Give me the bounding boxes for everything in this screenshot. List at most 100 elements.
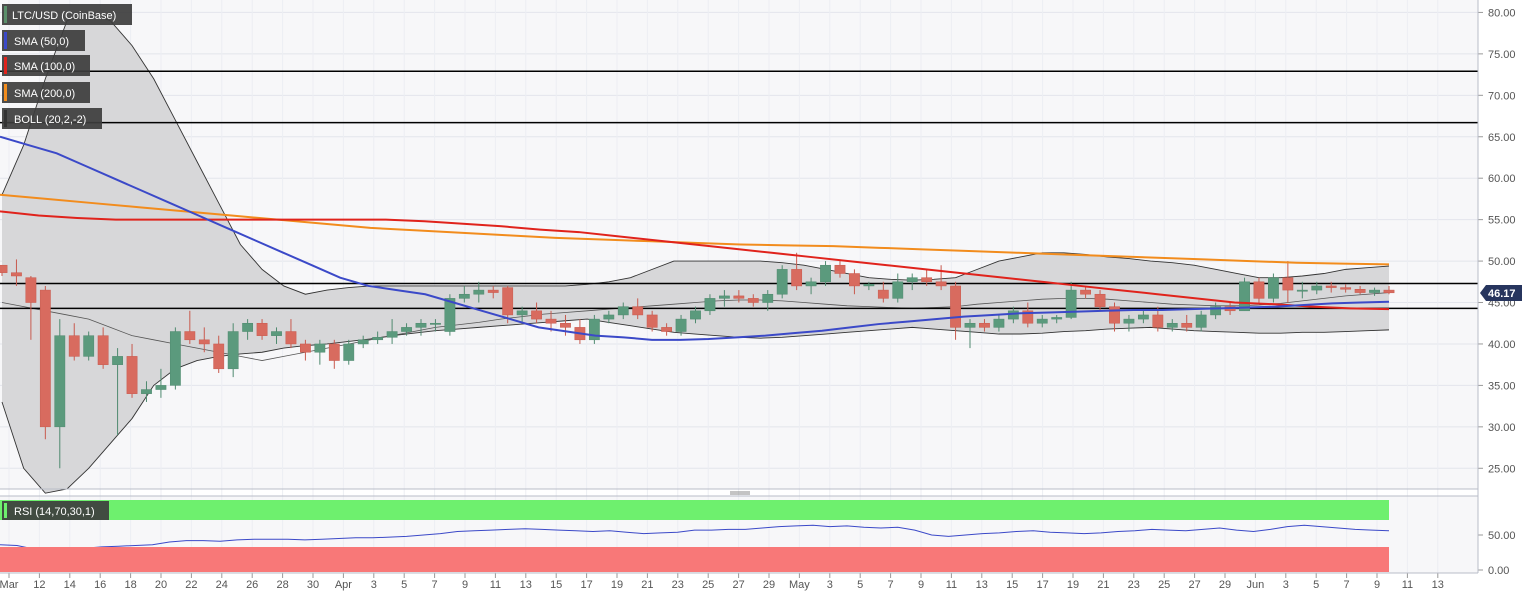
x-tick-label: 7 bbox=[1344, 579, 1350, 591]
candle-body bbox=[487, 289, 499, 293]
legend-sma50[interactable]: SMA (50,0) bbox=[2, 30, 85, 51]
candle-body bbox=[1094, 293, 1106, 307]
svg-text:BOLL (20,2,-2): BOLL (20,2,-2) bbox=[14, 114, 86, 126]
candle-body bbox=[1296, 289, 1308, 292]
candle-body bbox=[906, 277, 918, 283]
candle-body bbox=[675, 318, 687, 332]
candle-body bbox=[646, 314, 658, 328]
x-tick-label: 30 bbox=[307, 579, 319, 591]
candle-body bbox=[1022, 310, 1034, 324]
candle-body bbox=[1137, 314, 1149, 320]
y-tick-label: 35.00 bbox=[1488, 380, 1516, 392]
candle-body bbox=[892, 281, 904, 299]
candle-body bbox=[1166, 322, 1178, 328]
candle-body bbox=[921, 277, 933, 283]
candle-body bbox=[950, 285, 961, 328]
candle-body bbox=[603, 314, 615, 320]
candle-body bbox=[863, 284, 875, 287]
x-tick-label: 12 bbox=[33, 579, 45, 591]
sma100-line bbox=[0, 210, 1390, 311]
x-tick-label: 14 bbox=[64, 579, 76, 591]
candle-body bbox=[632, 306, 644, 316]
candle-body bbox=[112, 356, 123, 365]
x-tick-label: 11 bbox=[946, 579, 957, 591]
candle-body bbox=[430, 322, 441, 325]
pane-resize-handle[interactable] bbox=[730, 491, 750, 495]
x-tick-label: 21 bbox=[641, 579, 653, 591]
candle-body bbox=[1311, 285, 1323, 291]
svg-text:LTC/USD (CoinBase): LTC/USD (CoinBase) bbox=[12, 10, 116, 22]
candle-body bbox=[502, 287, 514, 316]
x-tick-label: 9 bbox=[918, 579, 924, 591]
x-tick-label: 3 bbox=[1283, 579, 1289, 591]
legend-sma200[interactable]: SMA (200,0) bbox=[2, 82, 90, 103]
legend-sma200-swatch bbox=[4, 84, 7, 101]
bollinger-band-fill bbox=[2, 12, 1389, 494]
candle-body bbox=[1007, 310, 1019, 320]
candle-body bbox=[328, 343, 340, 361]
x-tick-label: 19 bbox=[611, 579, 623, 591]
x-tick-label: 9 bbox=[462, 579, 468, 591]
x-tick-label: 19 bbox=[1067, 579, 1079, 591]
x-tick-label: Jun bbox=[1247, 579, 1265, 591]
x-tick-label: 27 bbox=[732, 579, 744, 591]
candle-body bbox=[791, 269, 803, 287]
x-tick-label: 20 bbox=[155, 579, 167, 591]
candle-body bbox=[1282, 277, 1294, 291]
candle-body bbox=[747, 298, 759, 303]
candle-body bbox=[690, 310, 701, 320]
x-tick-label: 5 bbox=[1313, 579, 1319, 591]
candle-body bbox=[141, 389, 152, 394]
rsi-legend[interactable]: RSI (14,70,30,1) bbox=[2, 501, 109, 520]
candle-body bbox=[1195, 314, 1207, 328]
candle-body bbox=[1354, 289, 1366, 293]
y-tick-label: 70.00 bbox=[1488, 90, 1516, 102]
candle-body bbox=[834, 264, 846, 274]
x-tick-label: 17 bbox=[580, 579, 592, 591]
x-tick-label: 15 bbox=[550, 579, 562, 591]
candle-body bbox=[227, 331, 239, 370]
candle-body bbox=[820, 264, 831, 283]
candle-body bbox=[444, 298, 456, 332]
legend-sma100[interactable]: SMA (100,0) bbox=[2, 55, 90, 76]
rsi-oversold-band bbox=[0, 547, 1389, 572]
candle-body bbox=[718, 295, 730, 299]
candle-body bbox=[1325, 285, 1337, 288]
candle-body bbox=[372, 337, 384, 341]
candle-body bbox=[1051, 317, 1063, 320]
x-tick-label: 13 bbox=[976, 579, 988, 591]
candle-body bbox=[661, 327, 673, 332]
x-tick-label: 25 bbox=[1158, 579, 1170, 591]
candle-body bbox=[198, 339, 210, 345]
rsi-y-tick-label: 0.00 bbox=[1488, 565, 1509, 577]
x-tick-label: Mar bbox=[0, 579, 19, 591]
svg-text:RSI (14,70,30,1): RSI (14,70,30,1) bbox=[14, 506, 95, 518]
candle-body bbox=[805, 281, 817, 287]
candle-body bbox=[458, 293, 470, 299]
x-tick-label: 17 bbox=[1036, 579, 1048, 591]
x-tick-label: 21 bbox=[1097, 579, 1109, 591]
x-tick-label: 26 bbox=[246, 579, 258, 591]
candle-body bbox=[733, 295, 745, 299]
candle-body bbox=[1152, 314, 1164, 328]
candle-body bbox=[1369, 289, 1380, 293]
y-tick-label: 60.00 bbox=[1488, 173, 1516, 185]
candle-body bbox=[516, 310, 528, 316]
candle-body bbox=[617, 306, 629, 316]
candle-body bbox=[1340, 287, 1352, 290]
rsi-overbought-band bbox=[0, 500, 1389, 520]
candle-body bbox=[68, 335, 80, 357]
y-tick-label: 80.00 bbox=[1488, 7, 1516, 19]
sma200-line bbox=[0, 193, 1390, 266]
legend-boll[interactable]: BOLL (20,2,-2) bbox=[2, 108, 102, 129]
candle-body bbox=[935, 281, 947, 287]
x-tick-label: 3 bbox=[371, 579, 377, 591]
candle-body bbox=[343, 343, 355, 361]
symbol-legend[interactable]: LTC/USD (CoinBase) bbox=[2, 4, 132, 25]
candle-body bbox=[979, 322, 990, 328]
candle-body bbox=[39, 289, 51, 428]
candle-body bbox=[1253, 281, 1265, 299]
candle-body bbox=[386, 331, 398, 338]
x-tick-label: 3 bbox=[827, 579, 833, 591]
